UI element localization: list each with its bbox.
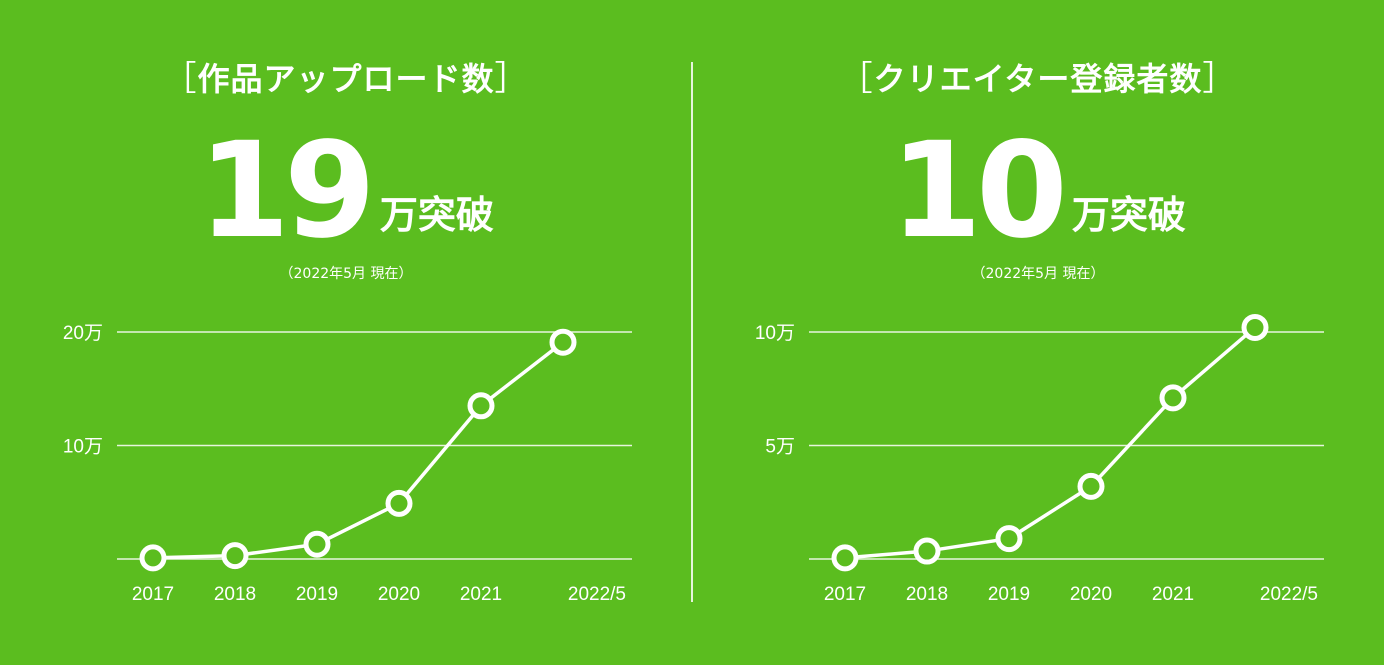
- creators-line-chart: 5万 10万 2017 2018 2019 2020 2021 2022/5: [755, 313, 1324, 605]
- x-tick-label: 2019: [988, 584, 1030, 605]
- data-point: [467, 392, 495, 420]
- data-point: [1241, 313, 1269, 341]
- data-point: [549, 328, 577, 356]
- data-point: [995, 525, 1023, 553]
- y-tick-label: 10万: [63, 437, 103, 458]
- headline-number: 19: [198, 114, 376, 268]
- bracket-close: ］: [1202, 59, 1238, 99]
- title-text: クリエイター登録者数: [873, 60, 1203, 98]
- x-tick-label: 2017: [824, 584, 866, 605]
- panel-divider: [691, 62, 693, 602]
- x-tick-label: 2018: [214, 584, 256, 605]
- headline-suffix: 万突破: [379, 193, 494, 237]
- panel-title: ［クリエイター登録者数］: [692, 55, 1384, 103]
- bracket-open: ［: [162, 59, 198, 99]
- data-point: [1159, 384, 1187, 412]
- as-of-note: （2022年5月 現在）: [279, 266, 413, 282]
- headline: 10 万突破: [692, 114, 1384, 268]
- bracket-close: ］: [494, 59, 530, 99]
- y-tick-label: 10万: [755, 323, 795, 344]
- headline-suffix: 万突破: [1071, 193, 1186, 237]
- data-point: [913, 537, 941, 565]
- headline-number: 10: [890, 114, 1068, 268]
- data-point: [303, 530, 331, 558]
- x-tick-label: 2022/5: [1260, 584, 1318, 605]
- y-tick-label: 20万: [63, 323, 103, 344]
- x-tick-label: 2017: [132, 584, 174, 605]
- panel-title: ［作品アップロード数］: [0, 55, 692, 103]
- data-point: [831, 544, 859, 572]
- title-text: 作品アップロード数: [197, 60, 495, 98]
- panel-creators: ［クリエイター登録者数］ 10 万突破 （2022年5月 現在） 5万 10万 201…: [692, 0, 1384, 665]
- headline: 19 万突破: [0, 114, 692, 268]
- series-line: [152, 340, 565, 560]
- as-of-note: （2022年5月 現在）: [971, 266, 1105, 282]
- x-tick-label: 2018: [906, 584, 948, 605]
- data-point: [1077, 472, 1105, 500]
- uploads-line-chart: 10万 20万 2017 2018 2019 2020 2021 2022/5: [63, 323, 632, 605]
- x-tick-label: 2022/5: [568, 584, 626, 605]
- x-tick-label: 2020: [1070, 584, 1112, 605]
- series-line: [844, 326, 1257, 560]
- panel-uploads: ［作品アップロード数］ 19 万突破 （2022年5月 現在） 10万 20万 201…: [0, 55, 692, 605]
- x-tick-label: 2019: [296, 584, 338, 605]
- y-tick-label: 5万: [765, 437, 795, 458]
- x-tick-label: 2021: [460, 584, 502, 605]
- x-tick-label: 2021: [1152, 584, 1194, 605]
- data-point: [385, 489, 413, 517]
- bracket-open: ［: [838, 59, 874, 99]
- x-tick-label: 2020: [378, 584, 420, 605]
- data-point: [139, 544, 167, 572]
- data-point: [221, 542, 249, 570]
